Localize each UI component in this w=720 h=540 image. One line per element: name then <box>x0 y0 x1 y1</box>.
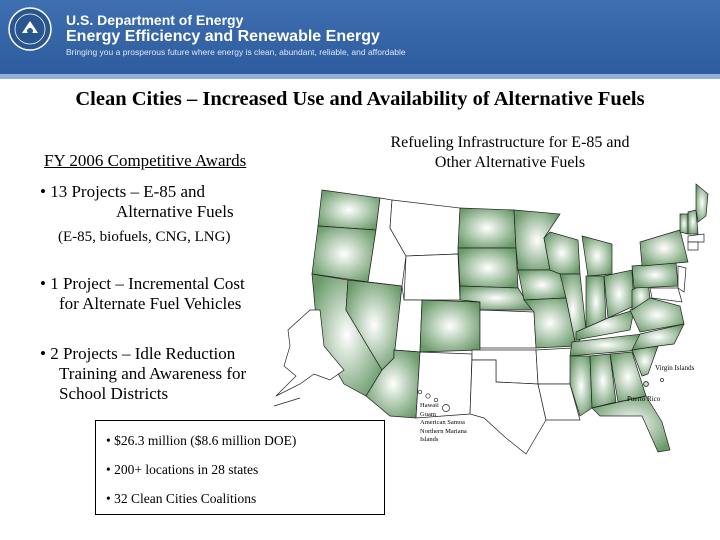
us-map <box>273 183 709 455</box>
org-name: U.S. Department of Energy <box>66 12 244 28</box>
territory-label: Islands <box>420 436 439 443</box>
territory-label: Guam <box>420 410 436 418</box>
state-wy <box>403 253 461 301</box>
alaska-chain <box>273 397 301 407</box>
state-ak <box>275 309 345 397</box>
territory-puerto-rico <box>643 381 649 387</box>
state-ma <box>687 233 705 243</box>
label-virgin-islands: Virgin Islands <box>655 364 695 372</box>
bullet-subnote: (E-85, biofuels, CNG, LNG) <box>58 229 231 245</box>
state-al <box>589 353 617 409</box>
slide-title: Clean Cities – Increased Use and Availab… <box>75 88 645 110</box>
bullet-text: • 13 Projects – E-85 and <box>40 182 206 201</box>
label-puerto-rico: Puerto Rico <box>627 395 661 403</box>
state-me <box>695 183 709 223</box>
doe-seal-icon <box>8 7 52 51</box>
state-co <box>419 299 481 353</box>
summary-box: • $26.3 million ($8.6 million DOE) • 200… <box>95 420 385 515</box>
bullet-text: • 1 Project – Incremental Cost <box>40 274 245 293</box>
state-ar <box>535 347 573 385</box>
state-nd <box>457 207 517 249</box>
bullet-text: School Districts <box>59 384 169 403</box>
org-tagline: Bringing you a prosperous future where e… <box>66 47 406 57</box>
state-tx <box>469 359 547 455</box>
header-rule <box>0 74 720 79</box>
territory-label: Hawaii <box>420 402 439 409</box>
map-caption: Refueling Infrastructure for E-85 and Ot… <box>370 133 650 173</box>
awards-heading: FY 2006 Competitive Awards <box>44 151 247 170</box>
state-nj <box>677 265 687 293</box>
summary-funding: • $26.3 million ($8.6 million DOE) <box>106 433 297 448</box>
state-ia <box>517 269 567 301</box>
state-wa <box>317 189 381 231</box>
summary-coalitions: • 32 Clean Cities Coalitions <box>106 491 257 506</box>
territory-label: Northern Mariana <box>420 427 467 435</box>
summary-locations: • 200+ locations in 28 states <box>106 462 259 477</box>
state-la <box>537 383 581 421</box>
map-caption-line: Refueling Infrastructure for E-85 and <box>390 134 630 151</box>
state-mo <box>523 297 577 349</box>
state-ms <box>569 355 593 417</box>
bullet-idle-reduction: • 2 Projects – Idle Reduction Training a… <box>40 344 300 404</box>
state-vt <box>679 213 689 235</box>
state-or <box>311 225 377 283</box>
state-hi <box>417 389 450 412</box>
map-caption-line: Other Alternative Fuels <box>434 154 586 171</box>
state-pa <box>631 261 679 289</box>
territory-virgin-islands <box>660 378 664 382</box>
bullet-text: Alternative Fuels <box>116 202 234 221</box>
state-mi <box>581 235 613 277</box>
state-oh <box>603 269 635 319</box>
bullet-text: Training and Awareness for <box>59 364 247 383</box>
org-program: Energy Efficiency and Renewable Energy <box>66 28 380 45</box>
territory-label: American Samoa <box>420 419 465 426</box>
state-ny <box>639 229 689 267</box>
bullet-incremental-cost: • 1 Project – Incremental Cost for Alter… <box>40 274 300 314</box>
bullet-e85-projects: • 13 Projects – E-85 and Alternative Fue… <box>40 182 280 222</box>
state-ky <box>575 309 635 341</box>
state-wi <box>543 231 581 275</box>
header-banner: U.S. Department of Energy Energy Efficie… <box>0 0 720 74</box>
state-sd <box>457 247 519 289</box>
state-nh <box>687 209 699 235</box>
state-ct <box>687 241 699 251</box>
bullet-text: for Alternate Fuel Vehicles <box>59 294 242 313</box>
territories-list: Hawaii Guam American Samoa Northern Mari… <box>420 402 467 445</box>
state-ks <box>479 309 537 349</box>
state-fl <box>591 395 671 453</box>
state-md <box>649 287 683 303</box>
bullet-text: • 2 Projects – Idle Reduction <box>40 344 236 363</box>
